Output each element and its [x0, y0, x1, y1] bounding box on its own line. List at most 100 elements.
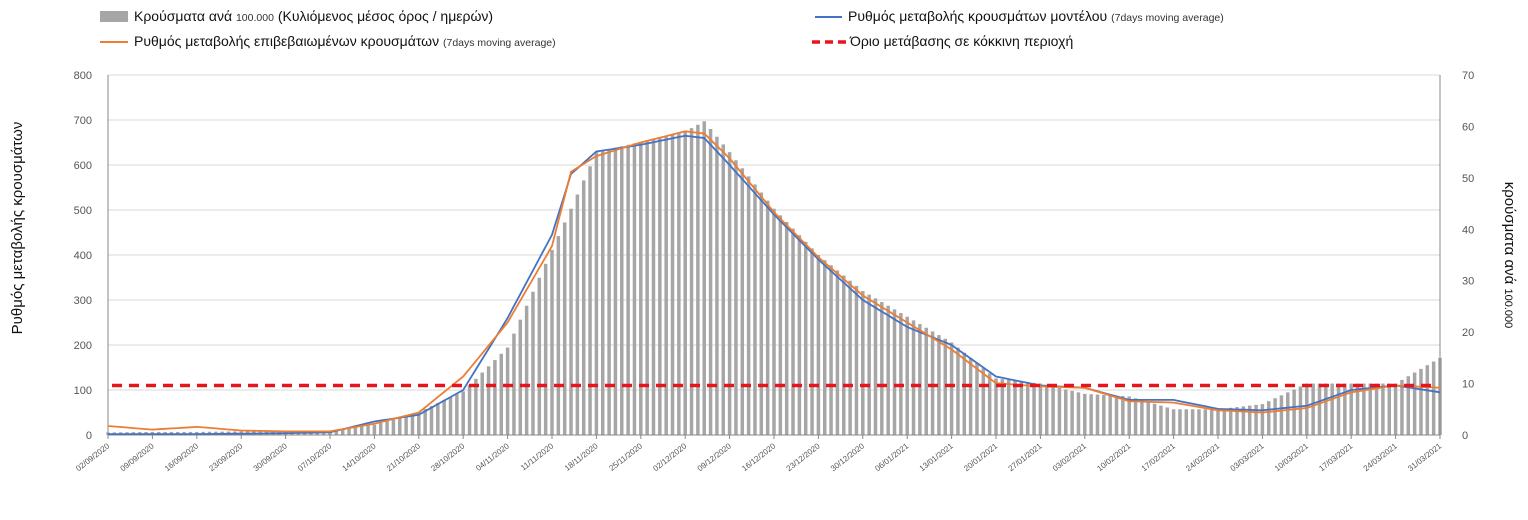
- bar: [340, 428, 345, 435]
- x-tick-label: 20/01/2021: [962, 441, 1000, 473]
- bar: [556, 236, 561, 435]
- x-tick-label: 21/10/2020: [385, 441, 423, 473]
- bar: [1089, 394, 1093, 435]
- bar: [886, 305, 890, 435]
- bar: [1019, 381, 1024, 435]
- bar: [842, 275, 846, 435]
- bar: [848, 280, 852, 435]
- right-axis-title-small: 100.000: [1502, 288, 1514, 328]
- bar: [404, 415, 408, 435]
- legend-bars-swatch: [100, 11, 128, 22]
- bar: [1203, 409, 1208, 435]
- left-tick-label: 100: [74, 385, 92, 397]
- bar: [1343, 383, 1347, 435]
- bar: [708, 129, 713, 435]
- bar: [626, 144, 630, 436]
- bar: [1146, 401, 1150, 435]
- bar: [1133, 398, 1138, 435]
- left-tick-label: 700: [74, 115, 92, 127]
- bar: [784, 221, 789, 435]
- legend-model-label: Ρυθμός μεταβολής κρουσμάτων μοντέλου: [848, 8, 1107, 24]
- x-tick-label: 25/11/2020: [607, 441, 644, 473]
- bar: [1336, 383, 1341, 435]
- bar: [937, 335, 941, 435]
- bar: [740, 168, 745, 435]
- bar: [829, 265, 833, 435]
- bar: [715, 136, 719, 435]
- x-tick-label: 18/11/2020: [563, 441, 600, 473]
- left-tick-label: 0: [86, 430, 92, 442]
- bar: [1070, 390, 1074, 435]
- bar: [1387, 383, 1392, 435]
- bar: [550, 249, 554, 435]
- bar: [956, 347, 960, 435]
- bar: [518, 319, 523, 435]
- right-tick-label: 60: [1462, 121, 1474, 133]
- bar: [1317, 383, 1322, 435]
- bar: [1330, 383, 1334, 435]
- bar: [677, 133, 681, 435]
- bar: [499, 353, 504, 435]
- bar: [334, 429, 339, 435]
- bar: [1216, 409, 1220, 435]
- bar: [797, 235, 802, 435]
- x-tick-label: 11/11/2020: [519, 441, 556, 472]
- bar: [1431, 361, 1436, 435]
- bar: [1228, 407, 1233, 435]
- bar: [1000, 379, 1005, 435]
- right-axis-title: κρούσματα ανά: [1501, 182, 1518, 285]
- bar: [1247, 405, 1252, 435]
- bar: [1393, 383, 1398, 435]
- svg-text:Κρούσματα ανά 100.000: Κρούσματα ανά 100.000 (Κυλιόμενος μέσος …: [134, 8, 493, 24]
- bar: [1171, 409, 1176, 435]
- bar: [1051, 386, 1055, 435]
- right-tick-label: 40: [1462, 224, 1474, 236]
- bar: [486, 366, 491, 435]
- bar: [1184, 409, 1189, 435]
- bar: [1254, 404, 1258, 435]
- bar: [1076, 392, 1081, 435]
- bar: [385, 421, 389, 435]
- bar: [537, 277, 542, 435]
- legend-confirmed-label: Ρυθμός μεταβολής επιβεβαιωμένων κρουσμάτ…: [134, 33, 439, 49]
- x-tick-label: 02/12/2020: [651, 441, 689, 473]
- legend-confirmed-small: (7days moving average): [443, 37, 556, 49]
- bar: [1400, 379, 1404, 435]
- bar: [734, 160, 738, 435]
- bar: [505, 347, 510, 435]
- bar: [765, 200, 770, 435]
- bar: [1159, 405, 1163, 435]
- bar: [772, 208, 776, 435]
- bar: [962, 352, 967, 435]
- bar: [562, 222, 567, 435]
- bar: [721, 144, 726, 435]
- bar: [575, 194, 580, 435]
- bar: [359, 426, 364, 435]
- bar: [398, 417, 402, 435]
- bar: [1044, 385, 1049, 435]
- svg-text:Ρυθμός μεταβολής επιβεβαιωμένω: Ρυθμός μεταβολής επιβεβαιωμένων κρουσμάτ…: [134, 33, 556, 49]
- bar: [1057, 387, 1062, 435]
- bar: [366, 425, 370, 435]
- bar: [632, 143, 637, 435]
- bar: [1025, 382, 1030, 435]
- bar: [753, 184, 757, 435]
- bar: [658, 137, 662, 435]
- x-tick-label: 09/09/2020: [119, 441, 157, 473]
- bar: [1362, 383, 1366, 435]
- bar: [1165, 407, 1170, 435]
- bar: [689, 128, 694, 435]
- bar: [880, 302, 884, 435]
- x-tick-label: 27/01/2021: [1007, 441, 1045, 473]
- bar: [455, 394, 459, 435]
- bar: [930, 331, 935, 435]
- bar: [854, 285, 859, 435]
- bar: [835, 270, 840, 435]
- bar: [651, 138, 656, 435]
- bar: [1266, 401, 1271, 435]
- bar: [994, 378, 998, 435]
- bar: [1381, 383, 1385, 435]
- bar: [1305, 383, 1309, 435]
- bar: [670, 134, 675, 436]
